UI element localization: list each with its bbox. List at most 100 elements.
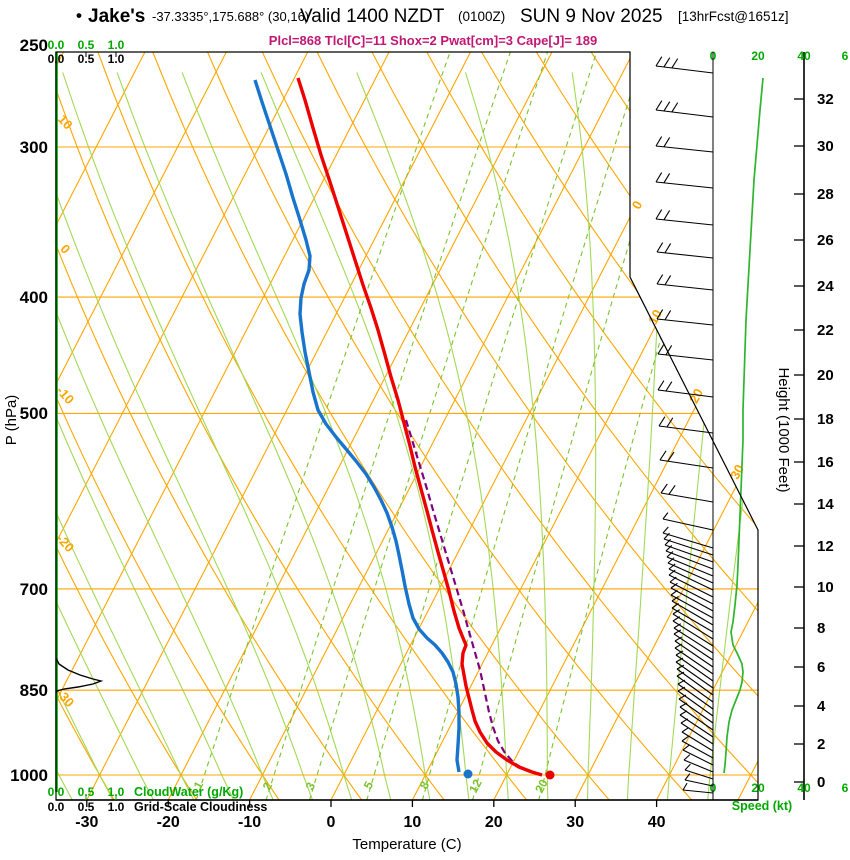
wind-barb-feather — [656, 274, 664, 285]
cloudiness-scale-top: 0.0 — [48, 52, 65, 66]
dry-adiabat-line — [206, 52, 693, 800]
height-tick-label: 18 — [817, 411, 834, 428]
height-tick-label: 28 — [817, 186, 834, 203]
wind-barb-shaft — [679, 714, 714, 738]
wind-barb-feather — [655, 100, 663, 111]
wind-barb-feather — [674, 636, 683, 642]
dry-adiabat-line — [481, 52, 758, 800]
isotherm-line — [167, 52, 553, 800]
wind-barb-shaft — [662, 518, 714, 531]
wind-barb — [683, 754, 714, 773]
pressure-axis-title: P (hPa) — [3, 395, 20, 446]
wind-barb-feather — [663, 532, 670, 540]
wind-barb-feather — [663, 210, 671, 221]
height-tick-label: 0 — [817, 774, 825, 791]
wind-barb-shaft — [680, 722, 714, 745]
wind-barb — [655, 56, 714, 74]
wind-barb-feather — [655, 209, 663, 220]
wind-barb-shaft — [658, 425, 714, 434]
moist-adiabat-line — [356, 72, 509, 800]
mixing-ratio-label: 2 — [260, 780, 276, 793]
wind-barb-feather — [668, 485, 676, 495]
moist-adiabat-line — [56, 72, 195, 800]
height-tick-label: 6 — [817, 659, 825, 676]
wind-barb-feather — [679, 710, 688, 716]
mixing-ratio-label: 3 — [303, 780, 319, 793]
wind-barb-feather — [672, 609, 681, 615]
wind-barb — [656, 242, 714, 259]
isotherm-line — [86, 52, 472, 800]
wind-barb-shaft — [666, 556, 714, 577]
cloudwater-scale-title: CloudWater (g/Kg) — [134, 785, 243, 799]
wind-barb-shaft — [655, 181, 714, 189]
speed-tick-label-top: 40 — [797, 49, 811, 63]
moist-adiabat-line — [707, 72, 758, 800]
height-tick-label: 26 — [817, 232, 834, 249]
wind-barb-shaft — [682, 789, 714, 794]
dry-adiabat-line — [152, 52, 611, 800]
wind-barb-feather — [655, 136, 663, 147]
mixing-ratio-line — [421, 52, 645, 800]
wind-barb-feather — [665, 381, 673, 392]
wind-barb-feather — [657, 344, 665, 355]
speed-tick-label-bottom: 6 — [842, 781, 849, 795]
dry-adiabat-line — [56, 52, 445, 800]
moist-adiabat-line — [571, 72, 597, 800]
wind-barb — [677, 686, 714, 717]
mixing-ratio-label: 20 — [532, 777, 551, 796]
wind-barb-feather — [681, 727, 689, 733]
mixing-ratio-line — [366, 52, 598, 800]
temp-tick-label: 10 — [404, 814, 422, 831]
valid-time-z: (0100Z) — [458, 9, 505, 24]
wind-barb — [682, 782, 714, 794]
height-tick-label: 16 — [817, 454, 834, 471]
wind-barb-feather — [683, 754, 691, 761]
pressure-tick-label: 300 — [20, 138, 48, 157]
wind-barb — [666, 551, 714, 577]
wind-barb — [655, 209, 714, 226]
wind-barb-feather — [678, 694, 687, 700]
valid-date: SUN 9 Nov 2025 — [520, 6, 663, 27]
mixing-ratio-line — [308, 52, 549, 800]
height-axis-title: Height (1000 Feet) — [775, 367, 792, 492]
wind-barb-feather — [674, 643, 683, 649]
moist-adiabat-line — [56, 72, 235, 800]
wind-barb — [657, 344, 714, 361]
wind-speed-curve — [723, 77, 764, 774]
mixing-ratio-label: 5 — [361, 779, 377, 792]
moist-adiabat-line — [56, 72, 114, 800]
moist-adiabat-line — [181, 72, 431, 800]
mixing-ratio-line — [265, 52, 511, 800]
wind-barb-feather — [670, 589, 678, 596]
dry-adiabat-line — [426, 52, 758, 800]
wind-barb-shaft — [678, 698, 714, 724]
wind-barb-feather — [665, 345, 673, 356]
wind-barb-shaft — [681, 731, 714, 752]
isotherm-line — [56, 52, 309, 800]
wind-barb-shaft — [669, 581, 714, 605]
wind-barb-feather — [669, 576, 677, 583]
wind-barb — [671, 595, 714, 626]
wind-barb-shaft — [671, 607, 714, 633]
dry-adiabat-line — [56, 52, 115, 800]
temp-tick-label: -20 — [157, 814, 180, 831]
cloudiness-curve — [55, 657, 104, 694]
wind-barb-feather — [673, 629, 682, 635]
dry-adiabat-label: 10 — [55, 112, 76, 133]
dewpoint-curve — [253, 79, 461, 773]
isotherm-line — [330, 52, 716, 800]
speed-tick-label-bottom: 40 — [797, 781, 811, 795]
station-coords: -37.3335°,175.688° (30,16) — [152, 9, 309, 24]
wind-barb-feather — [663, 57, 671, 68]
wind-barb-feather — [676, 671, 685, 677]
wind-barb-feather — [677, 679, 686, 685]
wind-barb — [656, 274, 714, 291]
wind-barb-feather — [671, 58, 679, 69]
isotherm-label: 30 — [727, 462, 747, 482]
speed-axis-title: Speed (kt) — [732, 799, 792, 813]
wind-barb-feather — [655, 172, 663, 183]
cloudiness-scale-bottom: 1.0 — [108, 800, 125, 814]
wind-barbs — [655, 52, 714, 800]
